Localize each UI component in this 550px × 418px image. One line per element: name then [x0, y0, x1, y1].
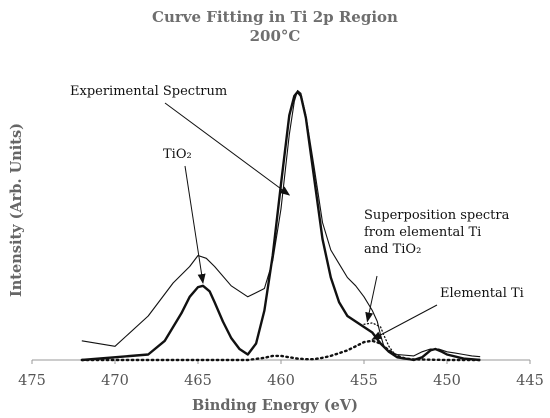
annotation-arrow-exp	[164, 102, 291, 196]
annotations-group: Experimental Spectrum TiO₂ Superposition s…	[70, 84, 524, 340]
x-tick-label: 450	[433, 373, 461, 389]
x-tick-label: 470	[101, 373, 129, 389]
y-axis-label: Intensity (Arb. Units)	[8, 123, 25, 297]
x-tick-label: 460	[267, 373, 295, 389]
x-tick-label: 455	[350, 373, 378, 389]
series-line-0	[81, 89, 481, 358]
annotation-arrow-tio2	[184, 165, 206, 284]
annotation-sup: Superposition spectra from elemental Ti an…	[364, 208, 510, 257]
annotation-arrow-sup	[365, 275, 378, 323]
annotation-sup-line: from elemental Ti	[364, 225, 481, 240]
annotation-tio2: TiO₂	[163, 147, 192, 162]
annotation-sup-line: and TiO₂	[364, 242, 421, 257]
x-axis-label: Binding Energy (eV)	[192, 397, 358, 414]
x-tick-label: 465	[184, 373, 212, 389]
annotation-arrow-elem	[371, 304, 438, 340]
series-line-1	[81, 90, 481, 362]
series-group	[80, 89, 482, 362]
x-tick-label: 445	[516, 373, 544, 389]
series-line-3	[363, 322, 398, 358]
annotation-sup-line: Superposition spectra	[364, 208, 510, 223]
annotation-exp: Experimental Spectrum	[70, 84, 227, 99]
chart-title: Curve Fitting in Ti 2p Region	[152, 8, 398, 26]
series-line-2	[80, 339, 482, 362]
chart-subtitle: 200°C	[250, 27, 301, 45]
x-tick-label: 475	[18, 373, 46, 389]
annotation-elem: Elemental Ti	[440, 286, 524, 301]
x-ticks: 475 470 465 460 455 450 445	[18, 360, 544, 389]
